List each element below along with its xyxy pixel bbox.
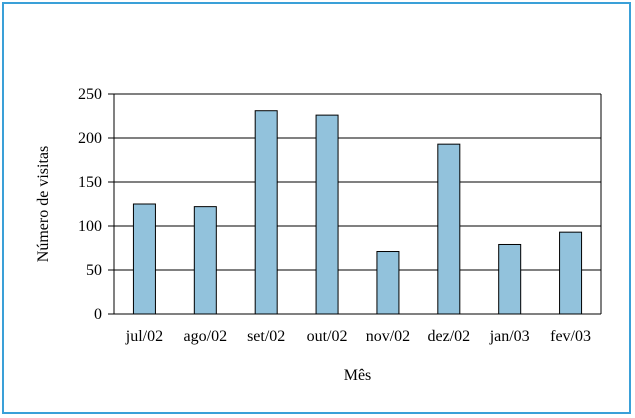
bar-ago/02 [193, 206, 217, 315]
bar-nov/02 [376, 251, 400, 315]
x-tick-label-ago/02: ago/02 [184, 328, 228, 345]
bars [132, 110, 583, 315]
bar-jan/03 [498, 243, 522, 315]
x-tick-label-jan/03: jan/03 [489, 328, 530, 345]
bar-fev/03 [559, 231, 583, 315]
x-tick-label-set/02: set/02 [247, 328, 285, 345]
x-tick-labels: jul/02 ago/02 set/02 out/02 nov/02 dez/02 jan/… [125, 328, 591, 345]
y-tick-label-150: 150 [78, 174, 102, 191]
x-axis-title: Mês [344, 367, 372, 384]
x-tick-label-dez/02: dez/02 [427, 328, 470, 345]
y-tick-label-0: 0 [94, 306, 102, 323]
y-tick-label-100: 100 [78, 218, 102, 235]
x-tick-label-jul/02: jul/02 [125, 328, 163, 345]
y-tick-label-200: 200 [78, 130, 102, 147]
chart-frame: 0 50 100 150 200 250 jul/02 ago/02 set/02 out/02… [2, 2, 631, 414]
gridlines [114, 93, 601, 271]
bar-chart: 0 50 100 150 200 250 jul/02 ago/02 set/02 out/02… [35, 86, 602, 384]
bar-out/02 [315, 114, 339, 315]
x-tick-label-fev/03: fev/03 [550, 328, 591, 345]
axes [108, 93, 602, 315]
bar-jul/02 [132, 203, 156, 315]
y-tick-labels: 0 50 100 150 200 250 [78, 86, 102, 323]
x-tick-label-out/02: out/02 [307, 328, 348, 345]
y-tick-label-50: 50 [86, 262, 102, 279]
bar-set/02 [254, 110, 278, 315]
x-tick-label-nov/02: nov/02 [366, 328, 410, 345]
bar-dez/02 [437, 143, 461, 315]
y-axis-title: Número de visitas [35, 146, 52, 262]
y-tick-label-250: 250 [78, 86, 102, 103]
